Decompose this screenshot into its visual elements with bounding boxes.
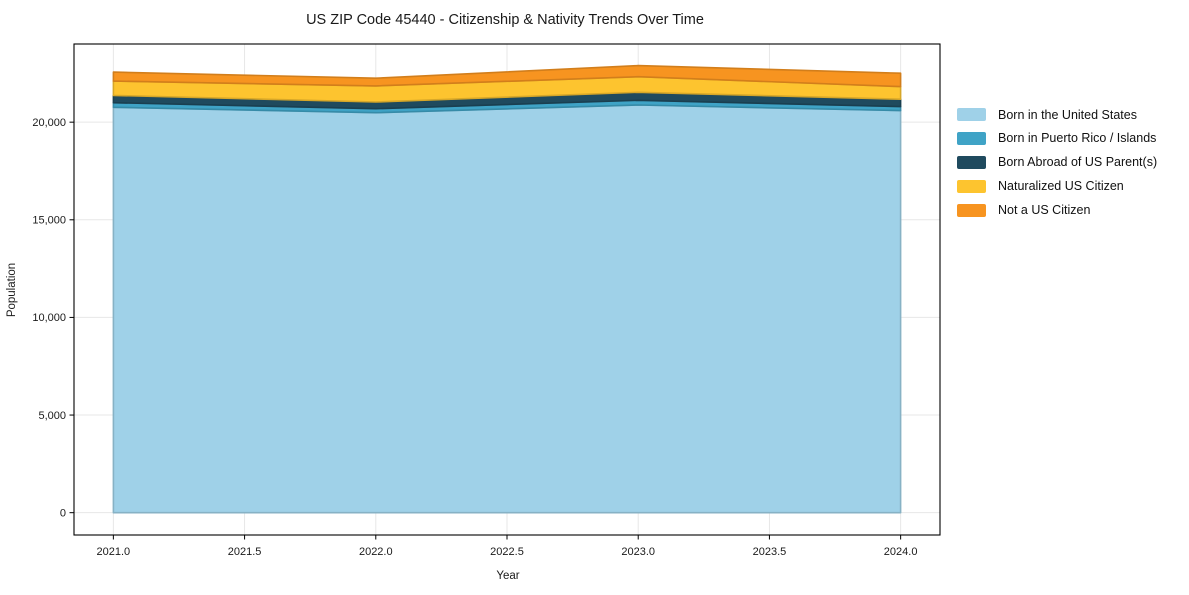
y-tick-label: 0 <box>60 507 66 519</box>
chart-title: US ZIP Code 45440 - Citizenship & Nativi… <box>306 12 704 28</box>
x-tick-label: 2021.0 <box>97 546 131 558</box>
legend-swatch-puerto-rico <box>957 132 986 146</box>
x-axis-label: Year <box>496 570 519 582</box>
legend-item: Born Abroad of US Parent(s) <box>957 151 1157 175</box>
legend-swatch-born-abroad <box>957 155 986 169</box>
legend-swatch-born-us <box>957 108 986 122</box>
y-tick-label: 20,000 <box>32 117 66 129</box>
area-series-0 <box>112 104 902 514</box>
legend-label: Born in the United States <box>998 107 1137 122</box>
legend-item: Born in Puerto Rico / Islands <box>957 127 1157 151</box>
y-tick-label: 10,000 <box>32 312 66 324</box>
legend-label: Born Abroad of US Parent(s) <box>998 155 1158 170</box>
legend-label: Naturalized US Citizen <box>998 179 1124 194</box>
legend-swatch-naturalized <box>957 179 986 193</box>
y-tick-label: 15,000 <box>32 215 66 227</box>
x-tick-label: 2022.5 <box>490 546 524 558</box>
legend-item: Born in the United States <box>957 103 1157 127</box>
y-axis-label: Population <box>6 263 18 317</box>
legend-label: Born in Puerto Rico / Islands <box>998 131 1157 146</box>
x-tick-label: 2023.5 <box>753 546 787 558</box>
x-tick-label: 2023.0 <box>621 546 655 558</box>
x-tick-label: 2022.0 <box>359 546 393 558</box>
legend: Born in the United States Born in Puerto… <box>957 103 1157 222</box>
x-tick-label: 2024.0 <box>884 546 918 558</box>
area-series-4 <box>112 64 902 88</box>
x-tick-label: 2021.5 <box>228 546 262 558</box>
legend-item: Naturalized US Citizen <box>957 174 1157 198</box>
legend-label: Not a US Citizen <box>998 202 1091 217</box>
legend-item: Not a US Citizen <box>957 198 1157 222</box>
legend-swatch-not-citizen <box>957 203 986 217</box>
y-tick-label: 5,000 <box>38 410 66 422</box>
